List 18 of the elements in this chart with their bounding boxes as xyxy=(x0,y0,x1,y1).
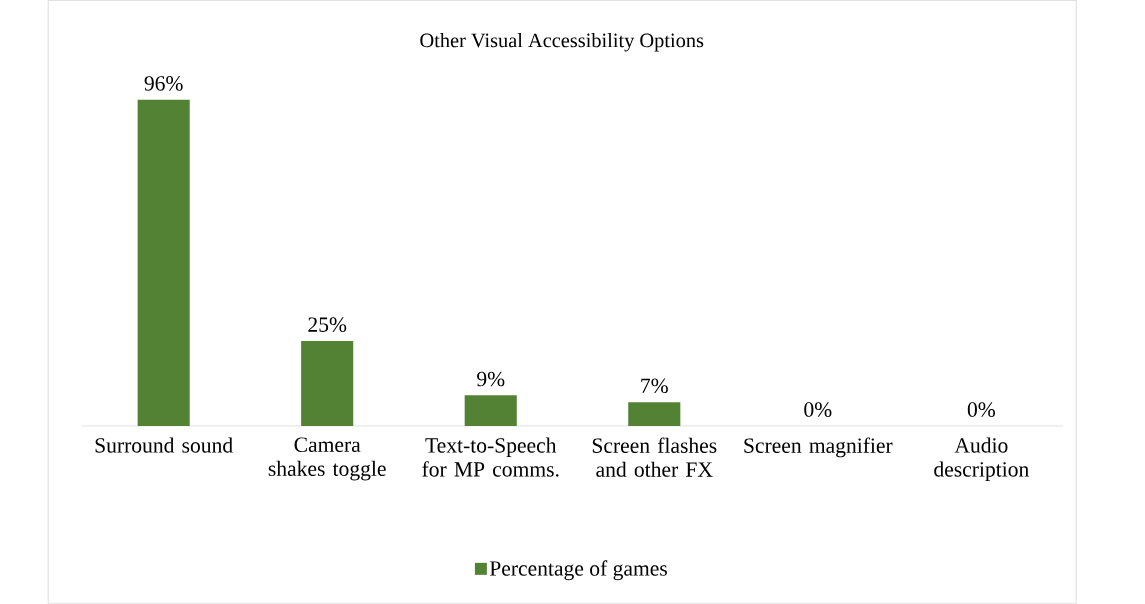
data-label: 0% xyxy=(804,402,832,417)
bar xyxy=(464,395,517,427)
chart-title: Other Visual Accessibility Options xyxy=(420,33,704,52)
x-tick-label: Audio description xyxy=(934,437,1029,482)
data-label: 96% xyxy=(144,76,183,91)
x-tick-label: Screen magnifier xyxy=(744,437,893,458)
x-tick-label: Text-to-Speech for MP comms. xyxy=(422,437,559,477)
x-tick-label: Camera shakes toggle xyxy=(268,437,386,481)
legend-label: Percentage of games xyxy=(489,560,667,581)
bar xyxy=(301,341,354,427)
bar xyxy=(628,402,681,427)
x-tick-label: Surround sound xyxy=(95,437,233,453)
data-label: 0% xyxy=(967,402,995,417)
data-label: 25% xyxy=(308,317,347,333)
bar xyxy=(137,99,190,427)
x-tick-label: Screen flashes and other FX xyxy=(592,437,717,477)
data-label: 9% xyxy=(477,371,505,387)
data-label: 7% xyxy=(641,378,668,394)
